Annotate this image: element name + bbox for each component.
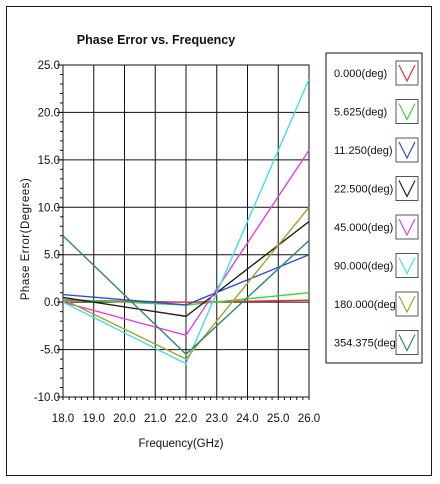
x-tick-label: 20.0 — [113, 413, 135, 425]
y-tick-label: -5.0 — [40, 345, 60, 357]
legend-label: 180.000(deg) — [334, 299, 399, 311]
x-tick-label: 21.0 — [144, 413, 166, 425]
x-tick-label: 19.0 — [83, 413, 105, 425]
x-axis-label: Frequency(GHz) — [139, 438, 224, 450]
legend: 0.000(deg) 5.625(deg) 11.250(deg) 22.500(de… — [326, 53, 422, 363]
y-tick-label: 5.0 — [44, 250, 60, 262]
y-axis-label: Phase Error(Degrees) — [20, 178, 32, 300]
legend-label: 22.500(deg) — [334, 184, 393, 196]
x-tick-label: 22.0 — [175, 413, 197, 425]
phase-error-chart: Phase Error vs. Frequency 18.0 19.0 20.0 21… — [7, 7, 433, 477]
x-tick-label: 25.0 — [267, 413, 289, 425]
chart-title: Phase Error vs. Frequency — [77, 33, 235, 47]
y-tick-label: 15.0 — [38, 155, 60, 167]
chart-frame: Phase Error vs. Frequency 18.0 19.0 20.0 21… — [6, 6, 432, 476]
legend-label: 90.000(deg) — [334, 261, 393, 273]
legend-label: 45.000(deg) — [334, 222, 393, 234]
legend-label: 0.000(deg) — [334, 68, 387, 80]
x-tick-label: 26.0 — [298, 413, 320, 425]
grid — [63, 65, 309, 397]
x-tick-label: 18.0 — [52, 413, 74, 425]
y-tick-label: 20.0 — [38, 107, 60, 119]
x-tick-label: 23.0 — [206, 413, 228, 425]
x-tick-label: 24.0 — [236, 413, 258, 425]
y-tick-label: 25.0 — [38, 60, 60, 72]
legend-label: 11.250(deg) — [334, 145, 393, 157]
y-tick-label: 10.0 — [38, 202, 60, 214]
legend-label: 354.375(deg) — [334, 338, 399, 350]
legend-label: 5.625(deg) — [334, 107, 387, 119]
y-tick-label: 0.0 — [44, 297, 60, 309]
y-tick-label: -10.0 — [34, 392, 60, 404]
